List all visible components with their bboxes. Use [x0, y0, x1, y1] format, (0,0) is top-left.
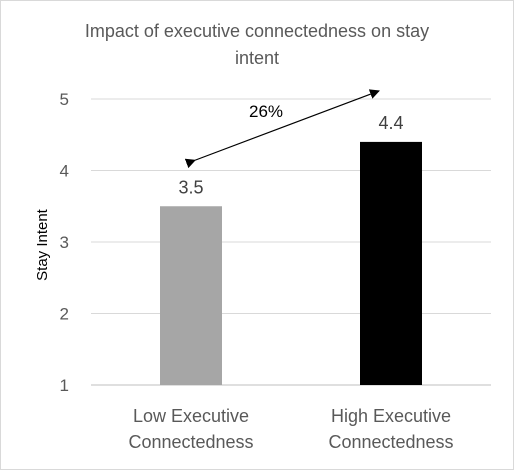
y-tick-label: 5	[60, 90, 69, 109]
y-tick-label: 1	[60, 376, 69, 395]
bar-data-label: 3.5	[178, 177, 203, 197]
gridlines	[91, 98, 491, 386]
bars	[160, 141, 422, 385]
bar-data-label: 4.4	[378, 113, 403, 133]
x-category-label: High Executive	[331, 406, 451, 426]
chart-title-line-1: Impact of executive connectedness on sta…	[85, 21, 429, 41]
bar-high-executive-connectedness	[360, 141, 422, 385]
y-tick-labels: 1 2 3 4 5	[60, 90, 69, 395]
y-axis-title: Stay Intent	[34, 208, 51, 281]
x-category-label: Connectedness	[328, 432, 453, 452]
y-tick-label: 4	[60, 162, 69, 181]
change-annotation: 26%	[184, 89, 380, 169]
x-category-label: Low Executive	[133, 406, 249, 426]
y-tick-label: 3	[60, 233, 69, 252]
data-labels: 3.5 4.4	[178, 113, 403, 197]
y-tick-label: 2	[60, 305, 69, 324]
x-category-labels: Low Executive Connectedness High Executive…	[128, 406, 453, 452]
x-category-label: Connectedness	[128, 432, 253, 452]
double-arrow	[184, 89, 380, 169]
bar-low-executive-connectedness	[160, 206, 222, 385]
percent-change-label: 26%	[249, 102, 283, 121]
chart-title-line-2: intent	[235, 48, 279, 68]
